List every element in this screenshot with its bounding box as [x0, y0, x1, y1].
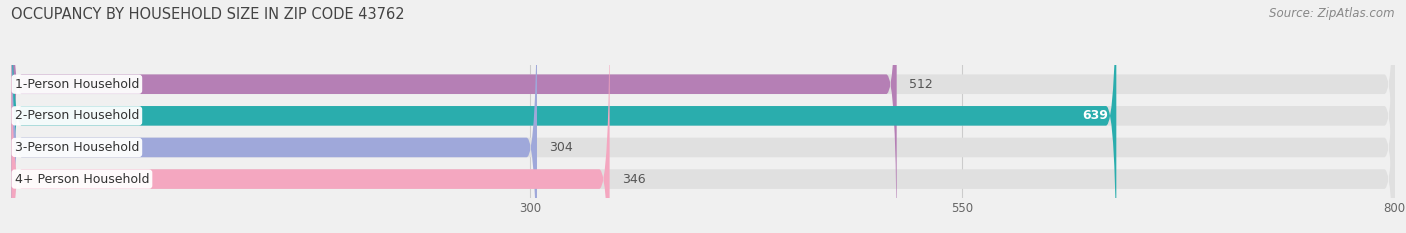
FancyBboxPatch shape	[11, 0, 1395, 233]
FancyBboxPatch shape	[11, 0, 1395, 233]
Text: 512: 512	[908, 78, 932, 91]
Text: 1-Person Household: 1-Person Household	[14, 78, 139, 91]
Text: 304: 304	[550, 141, 572, 154]
FancyBboxPatch shape	[11, 0, 537, 233]
Text: 2-Person Household: 2-Person Household	[14, 109, 139, 122]
Text: 639: 639	[1081, 109, 1108, 122]
FancyBboxPatch shape	[11, 0, 1395, 233]
FancyBboxPatch shape	[11, 0, 1395, 233]
Text: OCCUPANCY BY HOUSEHOLD SIZE IN ZIP CODE 43762: OCCUPANCY BY HOUSEHOLD SIZE IN ZIP CODE …	[11, 7, 405, 22]
Text: 3-Person Household: 3-Person Household	[14, 141, 139, 154]
FancyBboxPatch shape	[11, 0, 897, 233]
Text: 4+ Person Household: 4+ Person Household	[14, 173, 149, 185]
FancyBboxPatch shape	[11, 0, 1116, 233]
FancyBboxPatch shape	[11, 0, 610, 233]
Text: Source: ZipAtlas.com: Source: ZipAtlas.com	[1270, 7, 1395, 20]
Text: 346: 346	[621, 173, 645, 185]
